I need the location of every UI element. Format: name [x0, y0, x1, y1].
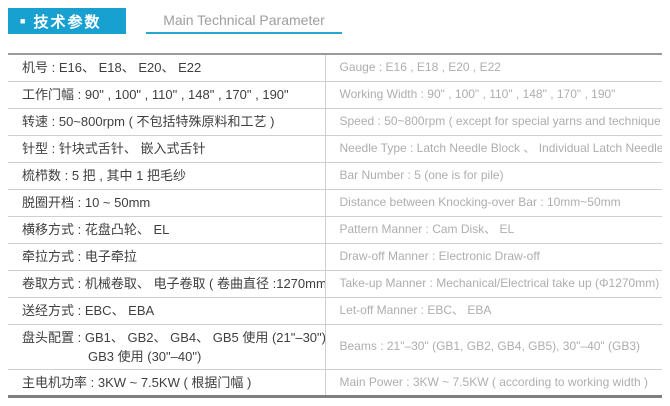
table-row: 转速 : 50~800rpm ( 不包括特殊原料和工艺 ) Speed : 50…: [8, 108, 662, 136]
param-cell-cn: 梳栉数 : 5 把 , 其中 1 把毛纱: [8, 162, 326, 190]
table-row: 工作门幅 : 90" , 100" , 110" , 148" , 170" ,…: [8, 81, 662, 109]
param-cell-en: Beams : 21"–30" (GB1, GB2, GB4, GB5), 30…: [325, 324, 662, 370]
param-cell-cn: 工作门幅 : 90" , 100" , 110" , 148" , 170" ,…: [8, 81, 326, 109]
section-badge-label: 技术参数: [33, 13, 102, 31]
param-cell-cn: 针型 : 针块式舌针、 嵌入式舌针: [8, 135, 326, 163]
param-cell-en: Draw-off Manner : Electronic Draw-off: [325, 243, 662, 271]
param-cell-en: Main Power : 3KW ~ 7.5KW ( according to …: [339, 374, 648, 389]
param-cell-cn: 脱圈开档 : 10 ~ 50mm: [8, 189, 326, 217]
table-row: 卷取方式 : 机械卷取、 电子卷取 ( 卷曲直径 :1270mm) Take-u…: [8, 270, 662, 298]
table-row: 盘头配置 : GB1、 GB2、 GB4、 GB5 使用 (21"–30")、 G…: [8, 324, 662, 370]
param-cell-en: Pattern Manner : Cam Disk、 EL: [325, 216, 662, 244]
param-cell-en: Distance between Knocking-over Bar : 10m…: [325, 189, 662, 217]
param-cell-en: Take-up Manner : Mechanical/Electrical t…: [325, 270, 662, 298]
spec-table-container: 机号 : E16、 E18、 E20、 E22 Gauge : E16 , E1…: [8, 53, 662, 398]
param-cell-en: Bar Number : 5 (one is for pile): [325, 162, 662, 190]
param-cell-cn: 牵拉方式 : 电子牵拉: [8, 243, 326, 271]
param-cell-cn: 转速 : 50~800rpm ( 不包括特殊原料和工艺 ): [8, 108, 326, 136]
param-cell-en: Let-off Manner : EBC、 EBA: [325, 297, 662, 325]
table-row: 送经方式 : EBC、 EBA Let-off Manner : EBC、 EB…: [8, 297, 662, 325]
table-row: 牵拉方式 : 电子牵拉 Draw-off Manner : Electronic…: [8, 243, 662, 271]
param-cell-cn: 主电机功率 : 3KW ~ 7.5KW ( 根据门幅 ): [8, 369, 326, 396]
param-cell-en: Working Width : 90" , 100" , 110" , 148"…: [325, 81, 662, 109]
param-cell-cn: 横移方式 : 花盘凸轮、 EL: [8, 216, 326, 244]
table-row: 主电机功率 : 3KW ~ 7.5KW ( 根据门幅 ) Main Power …: [8, 369, 662, 396]
square-bullet-icon: ■: [20, 15, 26, 26]
table-row: 机号 : E16、 E18、 E20、 E22 Gauge : E16 , E1…: [8, 54, 662, 82]
param-cell-cn: 送经方式 : EBC、 EBA: [8, 297, 326, 325]
param-cell-en: Needle Type : Latch Needle Block 、 Indiv…: [325, 135, 662, 163]
table-row: 梳栉数 : 5 把 , 其中 1 把毛纱 Bar Number : 5 (one…: [8, 162, 662, 190]
spec-table: 机号 : E16、 E18、 E20、 E22 Gauge : E16 , E1…: [8, 53, 662, 398]
section-badge: ■ 技术参数: [8, 8, 126, 34]
table-row: 横移方式 : 花盘凸轮、 EL Pattern Manner : Cam Dis…: [8, 216, 662, 244]
param-cell-cn: 卷取方式 : 机械卷取、 电子卷取 ( 卷曲直径 :1270mm): [8, 270, 326, 298]
param-cell-en: Speed : 50~800rpm ( except for special y…: [325, 108, 662, 136]
table-row: 脱圈开档 : 10 ~ 50mm Distance between Knocki…: [8, 189, 662, 217]
section-header: ■ 技术参数 Main Technical Parameter: [8, 8, 662, 34]
table-row: 针型 : 针块式舌针、 嵌入式舌针 Needle Type : Latch Ne…: [8, 135, 662, 163]
param-cell-cn: 盘头配置 : GB1、 GB2、 GB4、 GB5 使用 (21"–30")、 G…: [8, 324, 326, 370]
param-cell-cn: 机号 : E16、 E18、 E20、 E22: [8, 54, 326, 82]
section-title-english: Main Technical Parameter: [146, 8, 342, 34]
param-cell-en: Gauge : E16 , E18 , E20 , E22: [325, 54, 662, 82]
param-cell-cn-line2: GB3 使用 (30"–40"): [88, 348, 202, 364]
